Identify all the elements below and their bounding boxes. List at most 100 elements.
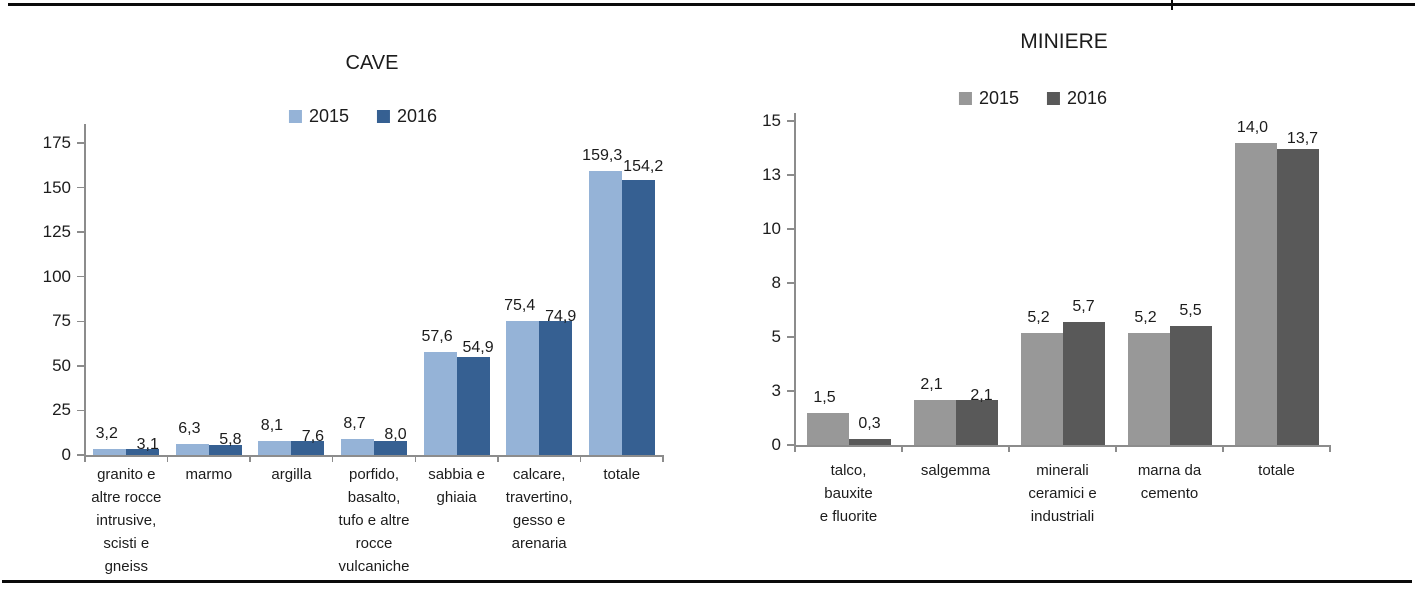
value-label-2015: 5,2: [1134, 308, 1157, 326]
bar-2015: [341, 439, 374, 455]
bar-2016: [621, 180, 655, 455]
legend-miniere: 2015 2016: [958, 88, 1107, 109]
value-label-2015: 14,0: [1236, 118, 1269, 136]
legend-item-2015: 2015: [958, 88, 1019, 109]
x-tick: [579, 455, 582, 462]
x-axis-line: [794, 445, 1331, 447]
bar-2016: [1062, 321, 1105, 445]
y-tick-label: 100: [42, 266, 71, 286]
chart-title-cave: CAVE: [345, 52, 399, 74]
legend-swatch-2016: [1047, 92, 1060, 105]
y-tick-label: 5: [771, 327, 781, 346]
value-label-2015: 8,7: [343, 415, 366, 433]
x-axis-line: [84, 455, 664, 457]
value-label-2015: 5,2: [1027, 308, 1050, 326]
bar-2016: [374, 440, 407, 455]
x-tick: [1222, 445, 1224, 452]
y-tick: [787, 390, 794, 392]
y-axis-line: [794, 113, 796, 445]
value-label-2016: 54,9: [462, 339, 494, 357]
y-tick: [787, 444, 794, 446]
x-tick: [794, 445, 796, 452]
y-tick: [77, 186, 84, 189]
plot-area-miniere: 0 3 5 8 10 13 15 1,5 0,3 talco, bauxite e fluorite 2…: [708, 0, 1415, 590]
value-label-2015: 3,2: [95, 425, 118, 443]
value-label-2016: 8,0: [384, 426, 407, 444]
bar-2016: [539, 321, 573, 455]
value-label-2016: 154,2: [623, 157, 664, 175]
legend-swatch-2015: [288, 110, 302, 123]
value-label-2015: 2,1: [920, 375, 943, 393]
x-tick: [901, 445, 903, 452]
x-tick: [1115, 445, 1117, 452]
y-tick-label: 150: [42, 177, 71, 197]
category-label: porfido, basalto, tufo e altre rocce vulcani…: [338, 466, 410, 575]
category-label: sabbia e ghiaia: [428, 466, 485, 506]
value-label-2015: 75,4: [504, 296, 536, 314]
bar-2015: [258, 440, 292, 455]
bar-2016: [1169, 326, 1212, 445]
legend-label-2016: 2016: [1067, 88, 1108, 108]
legend-label-2015: 2015: [978, 88, 1019, 108]
value-label-2016: 7,6: [301, 427, 325, 445]
y-tick: [77, 142, 84, 144]
category-label: calcare, travertino, gesso e arenaria: [505, 466, 573, 552]
chart-miniere: MINIERE 2015 2016 0 3 5 8 10 13 15 1,5 0,3 talco,…: [708, 0, 1415, 590]
value-label-2015: 57,6: [421, 328, 453, 346]
legend-swatch-2015: [958, 92, 972, 105]
value-label-2016: 13,7: [1286, 129, 1319, 147]
y-tick-label: 25: [52, 400, 71, 420]
bar-2016: [291, 441, 325, 455]
y-tick: [77, 454, 84, 456]
bar-2015: [806, 412, 849, 445]
top-rule-tick: [1171, 0, 1173, 10]
chart-title-miniere: MINIERE: [1020, 30, 1108, 53]
y-tick: [77, 320, 84, 323]
bar-2015: [588, 170, 622, 455]
x-tick: [1329, 445, 1331, 452]
category-label: argilla: [271, 466, 312, 483]
x-tick: [249, 455, 251, 462]
y-tick-label: 175: [42, 133, 71, 152]
value-label-2016: 3,1: [136, 436, 159, 454]
bar-2016: [456, 357, 490, 455]
category-label: totale: [603, 466, 641, 483]
value-label-2016: 5,7: [1072, 297, 1095, 315]
value-label-2016: 0,3: [858, 414, 881, 432]
y-tick-label: 0: [771, 435, 781, 454]
legend-item-2016: 2016: [1047, 88, 1107, 109]
value-label-2015: 1,5: [813, 388, 836, 406]
x-tick: [331, 455, 334, 462]
y-tick-label: 125: [42, 222, 71, 242]
bar-2016: [1276, 149, 1319, 445]
x-tick: [1008, 445, 1010, 452]
y-tick-label: 75: [52, 311, 71, 331]
legend-label-2015: 2015: [308, 106, 349, 126]
x-tick: [414, 455, 417, 462]
y-tick-label: 10: [762, 219, 781, 238]
y-tick-label: 3: [771, 381, 781, 400]
y-tick: [77, 409, 84, 412]
x-tick: [166, 455, 169, 462]
value-label-2016: 5,8: [219, 430, 242, 448]
value-label-2016: 5,5: [1179, 302, 1202, 320]
legend-swatch-2016: [377, 110, 390, 123]
y-tick: [787, 282, 794, 284]
legend-cave: 2015 2016: [288, 106, 437, 127]
category-label: marmo: [185, 466, 233, 483]
category-label: minerali ceramici e industriali: [1028, 462, 1097, 525]
y-tick-label: 0: [61, 445, 71, 464]
bar-2016: [955, 399, 998, 445]
y-axis-line: [84, 124, 86, 455]
y-tick: [787, 174, 794, 176]
x-tick: [497, 455, 499, 462]
bar-2016: [208, 444, 242, 455]
bar-2016: [848, 438, 891, 445]
bar-2015: [1234, 142, 1277, 445]
category-label: marna da cemento: [1137, 462, 1202, 502]
y-tick: [787, 336, 794, 338]
plot-area-cave: 0 25 50 75 100 125 150 175 3,2 3,1 granito e altre …: [42, 124, 664, 575]
y-tick-label: 50: [52, 355, 71, 375]
y-tick: [787, 120, 794, 122]
